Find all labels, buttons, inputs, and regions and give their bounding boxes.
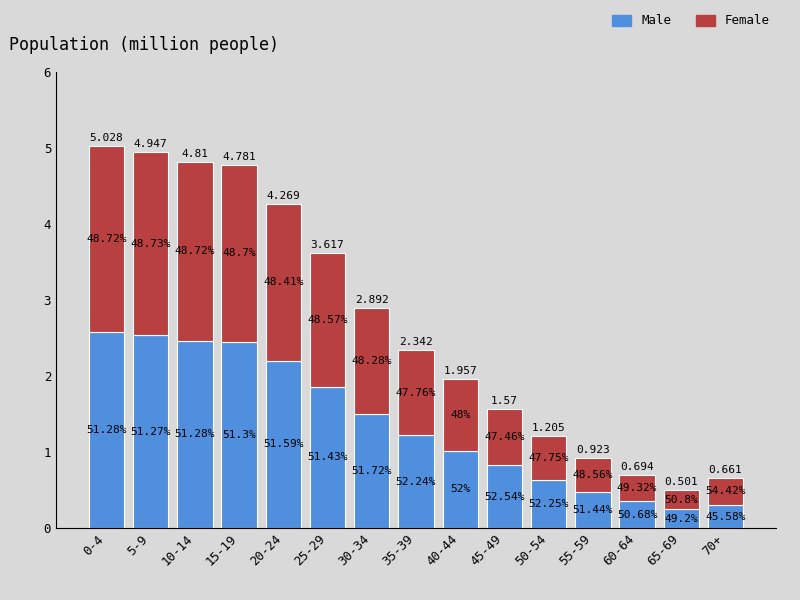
Bar — [531, 436, 566, 480]
Text: 50.68%: 50.68% — [617, 509, 658, 520]
Text: 4.947: 4.947 — [134, 139, 167, 149]
Bar — [708, 505, 743, 528]
Text: 4.269: 4.269 — [266, 191, 300, 200]
Text: 51.43%: 51.43% — [307, 452, 348, 463]
Text: 4.81: 4.81 — [182, 149, 208, 160]
Text: 51.28%: 51.28% — [174, 429, 215, 439]
Text: 50.8%: 50.8% — [665, 494, 698, 505]
Text: 0.501: 0.501 — [665, 477, 698, 487]
Bar — [222, 341, 257, 528]
Text: 51.3%: 51.3% — [222, 430, 256, 440]
Bar — [398, 350, 434, 435]
Text: 49.32%: 49.32% — [617, 483, 658, 493]
Bar — [266, 361, 301, 528]
Bar — [354, 308, 390, 415]
Text: 0.661: 0.661 — [709, 465, 742, 475]
Text: Population (million people): Population (million people) — [10, 36, 279, 54]
Bar — [310, 253, 346, 386]
Bar — [664, 490, 699, 509]
Text: 48.56%: 48.56% — [573, 470, 613, 480]
Bar — [177, 163, 213, 341]
Text: 1.957: 1.957 — [443, 366, 477, 376]
Bar — [575, 458, 610, 492]
Text: 2.892: 2.892 — [355, 295, 389, 305]
Bar — [619, 475, 655, 501]
Bar — [133, 152, 168, 335]
Text: 48.28%: 48.28% — [351, 356, 392, 366]
Bar — [222, 164, 257, 341]
Text: 51.27%: 51.27% — [130, 427, 171, 437]
Bar — [575, 492, 610, 528]
Bar — [619, 501, 655, 528]
Text: 2.342: 2.342 — [399, 337, 433, 347]
Text: 45.58%: 45.58% — [706, 512, 746, 521]
Text: 1.205: 1.205 — [532, 424, 566, 433]
Text: 47.76%: 47.76% — [396, 388, 436, 398]
Bar — [133, 335, 168, 528]
Text: 47.46%: 47.46% — [484, 432, 525, 442]
Text: 51.72%: 51.72% — [351, 466, 392, 476]
Text: 48.73%: 48.73% — [130, 239, 171, 248]
Text: 52%: 52% — [450, 484, 470, 494]
Bar — [177, 341, 213, 528]
Bar — [266, 203, 301, 361]
Bar — [486, 409, 522, 466]
Bar — [89, 332, 124, 528]
Text: 49.2%: 49.2% — [665, 514, 698, 524]
Text: 5.028: 5.028 — [90, 133, 123, 143]
Text: 48.57%: 48.57% — [307, 315, 348, 325]
Text: 3.617: 3.617 — [310, 240, 345, 250]
Text: 51.44%: 51.44% — [573, 505, 613, 515]
Bar — [708, 478, 743, 505]
Text: 48.7%: 48.7% — [222, 248, 256, 258]
Bar — [442, 379, 478, 451]
Text: 52.25%: 52.25% — [529, 499, 569, 509]
Bar — [531, 480, 566, 528]
Bar — [486, 466, 522, 528]
Text: 54.42%: 54.42% — [706, 487, 746, 496]
Bar — [442, 451, 478, 528]
Text: 48.72%: 48.72% — [86, 234, 126, 244]
Text: 52.54%: 52.54% — [484, 491, 525, 502]
Bar — [398, 435, 434, 528]
Text: 52.24%: 52.24% — [396, 476, 436, 487]
Text: 1.57: 1.57 — [491, 395, 518, 406]
Text: 48.72%: 48.72% — [174, 247, 215, 256]
Text: 4.781: 4.781 — [222, 152, 256, 161]
Bar — [664, 509, 699, 528]
Text: 48.41%: 48.41% — [263, 277, 303, 287]
Text: 0.694: 0.694 — [620, 462, 654, 472]
Bar — [89, 146, 124, 332]
Text: 47.75%: 47.75% — [529, 453, 569, 463]
Text: 51.28%: 51.28% — [86, 425, 126, 435]
Text: 48%: 48% — [450, 410, 470, 420]
Text: 0.923: 0.923 — [576, 445, 610, 455]
Bar — [354, 415, 390, 528]
Bar — [310, 386, 346, 528]
Legend: Male, Female: Male, Female — [612, 14, 770, 28]
Text: 51.59%: 51.59% — [263, 439, 303, 449]
